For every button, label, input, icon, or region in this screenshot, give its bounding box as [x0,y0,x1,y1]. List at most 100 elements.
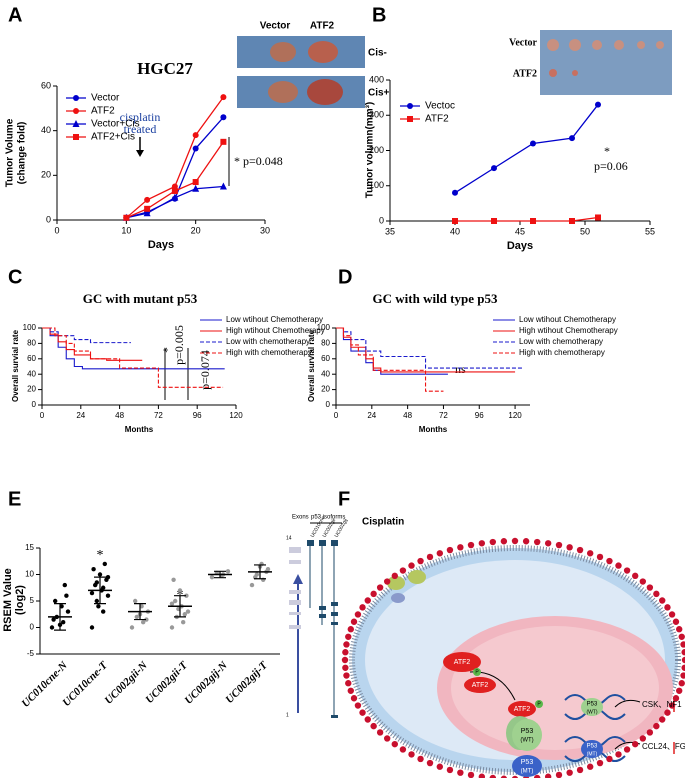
membrane-bead [359,709,366,716]
legend-marker [72,120,80,127]
y-tick-label: 60 [321,354,330,363]
annotation: * [604,144,610,158]
survival-curve [336,327,448,375]
p53-wt [512,719,542,751]
membrane-bead [467,541,475,549]
legend-label: Vector+Cis [91,119,140,130]
annotation: ns [455,362,466,376]
x-tick-label: 35 [385,226,395,236]
diagram-label: P [537,701,541,707]
annotation: p=0.005 [172,325,186,365]
legend-label: Low with chemotherapy [226,337,310,346]
membrane-bead [522,538,530,545]
y-tick-label: 40 [321,369,330,378]
data-point [169,625,175,630]
membrane-bead [653,590,660,598]
membrane-bead [676,626,683,633]
data-point [177,588,183,593]
x-tick-label: 48 [403,411,412,420]
membrane-bead [376,584,384,591]
membrane-bead [391,572,398,580]
membrane-bead [457,544,464,551]
y-tick-label: 100 [23,323,37,332]
arrow-head [136,150,144,157]
isoform-title: p53 isoforms [311,515,345,521]
membrane-bead [478,540,486,547]
annotation: treated [124,122,157,136]
point [491,218,497,224]
panel-label: B [372,4,386,26]
x-tick-label: 0 [40,411,45,420]
data-point [225,569,231,574]
point [144,205,151,212]
y-tick-label: 300 [369,110,384,120]
membrane-bead [511,775,519,778]
survival-curve [336,327,524,369]
point [452,189,458,196]
annotation: p=0.074 [198,350,212,390]
membrane-bead [646,584,654,591]
x-tick-label: 24 [76,411,85,420]
series-line [454,104,599,194]
chart-title: GC with mutant p53 [83,291,198,306]
membrane-bead [347,687,354,694]
photo-label: Vector [509,37,538,48]
phospho [473,668,481,676]
membrane-bead [347,626,354,633]
legend-label: Vector [91,93,120,104]
membrane-bead [417,755,424,763]
membrane-bead [417,557,424,565]
point [569,135,575,142]
y-tick-label: 15 [25,543,34,552]
data-point [182,612,187,617]
membrane-bead [350,695,358,702]
y-axis-label: Tumor Volume [5,118,16,187]
data-point [96,604,101,609]
membrane-bead [533,538,541,546]
y-tick-label: 60 [41,80,51,90]
data-point [101,585,106,590]
x-tick-label: UC002gij-N [183,659,231,707]
membrane-bead [426,759,434,767]
membrane-bead [668,702,676,709]
data-point [133,598,138,604]
membrane-bead [664,604,671,611]
panel-label: E [8,488,21,510]
y-tick-label: 0 [30,623,35,632]
y-tick-label: 10 [25,570,34,579]
isoform-label: Exons [292,515,309,521]
diagram-label: (MT) [587,751,598,757]
x-tick-label: 55 [645,226,655,236]
point [192,184,200,192]
data-point [62,582,67,588]
x-tick-label: 120 [229,411,243,420]
diagram-label: P53 [521,728,534,735]
membrane-bead [632,572,639,580]
legend-label: High with chemotherapy [226,348,312,357]
membrane-bead [383,578,391,585]
data-point [94,598,100,604]
data-point [94,580,100,585]
legend-label: Low wtihout Chemotherapy [226,315,323,324]
x-tick-label: 72 [439,411,448,420]
membrane-bead [606,557,613,565]
data-point [209,574,215,580]
y-tick-label: 100 [317,323,331,332]
chart-title: GC with wild type p53 [373,291,498,306]
diagram-label: Cisplatin [362,517,404,528]
photo-label: ATF2 [513,68,537,79]
membrane-bead [623,567,631,574]
membrane-bead [408,562,415,569]
legend-label: High with chemotherapy [519,348,605,357]
isoform-label: 14 [286,535,292,541]
membrane-bead [354,702,362,709]
membrane-bead [345,680,352,687]
data-point [53,598,58,604]
panel-label: F [338,488,350,510]
y-tick-label: 20 [27,385,36,394]
membrane-bead [364,716,371,723]
annotation: * [97,548,104,563]
y-tick-label: 0 [379,215,384,225]
data-point [249,582,255,588]
y-tick-label: 0 [32,400,37,409]
